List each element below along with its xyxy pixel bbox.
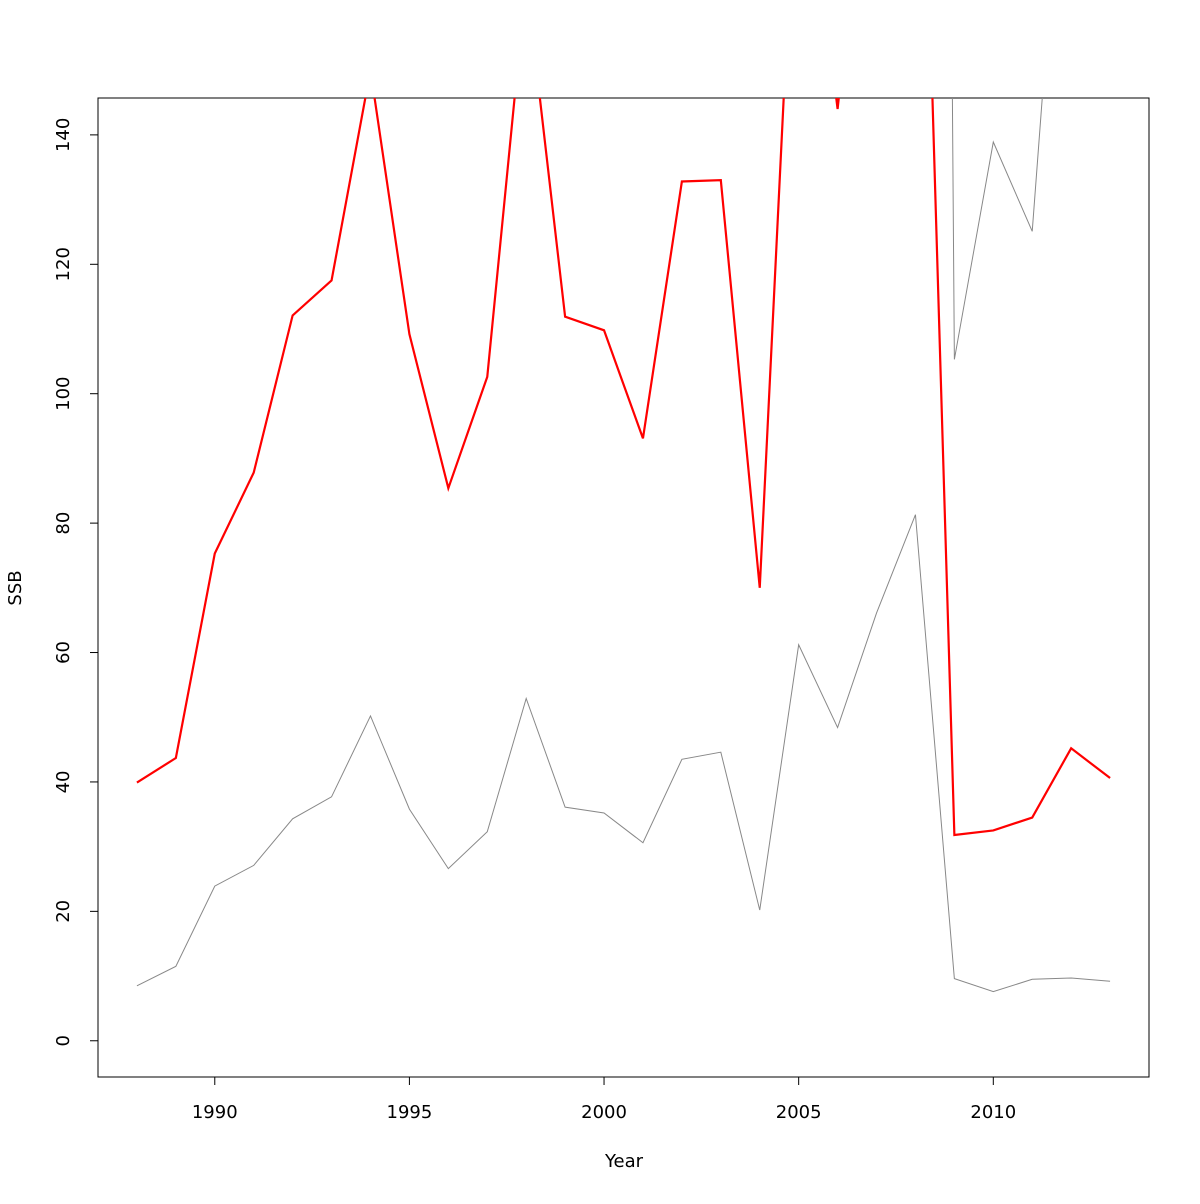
series-line — [951, 98, 1043, 360]
plot-frame — [97, 97, 1150, 1078]
series-line — [136, 98, 1111, 837]
x-tick-label: 2010 — [970, 1102, 1016, 1123]
y-tick-label: 80 — [53, 512, 74, 535]
x-tick-label: 2000 — [581, 1102, 627, 1123]
x-tick-label: 1990 — [192, 1102, 238, 1123]
plot-area — [136, 98, 1111, 993]
y-tick-label: 20 — [53, 900, 74, 923]
y-axis-label: SSB — [5, 570, 26, 605]
y-tick-label: 60 — [53, 641, 74, 664]
series-line — [136, 514, 1111, 993]
y-tick-label: 0 — [53, 1035, 74, 1046]
x-tick-label: 1995 — [387, 1102, 433, 1123]
y-tick-label: 120 — [53, 247, 74, 281]
y-tick-label: 100 — [53, 377, 74, 411]
x-tick-label: 2005 — [776, 1102, 822, 1123]
y-tick-label: 140 — [53, 118, 74, 152]
x-axis-label: Year — [604, 1151, 644, 1172]
y-tick-label: 40 — [53, 770, 74, 793]
